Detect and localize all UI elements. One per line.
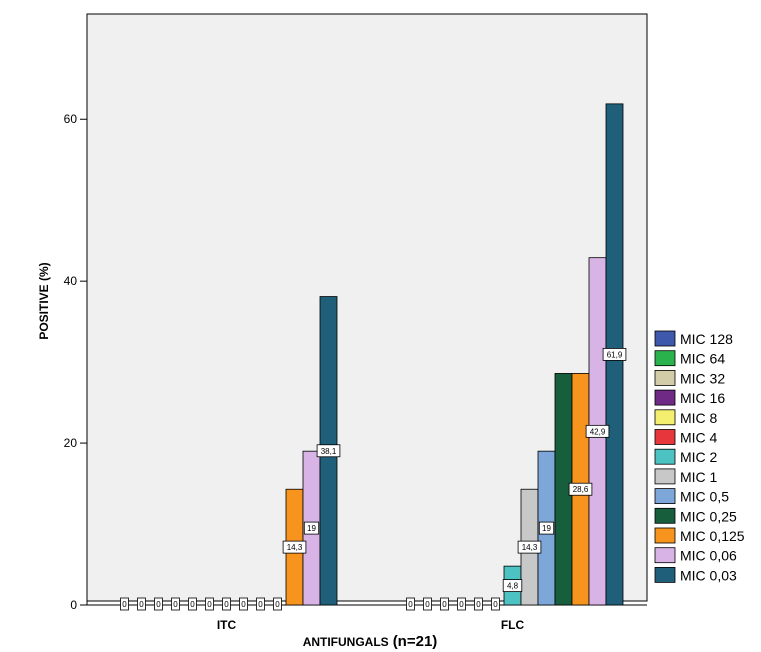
data-label: 0 xyxy=(241,600,246,609)
data-label-box xyxy=(154,597,163,611)
data-label: 14,3 xyxy=(287,543,303,552)
data-label: 0 xyxy=(139,600,144,609)
legend-label: MIC 64 xyxy=(680,351,725,367)
data-label-box xyxy=(440,597,449,611)
data-label: 19 xyxy=(542,524,551,533)
legend-swatch-mic-1 xyxy=(654,468,676,485)
legend-swatch-mic-0-06 xyxy=(654,547,676,564)
y-tick-label: 40 xyxy=(64,274,78,288)
y-axis-title: POSITIVE (%) xyxy=(37,262,51,339)
x-tick-label: ITC xyxy=(217,618,237,632)
data-label: 0 xyxy=(408,600,413,609)
data-label-box xyxy=(491,597,500,611)
legend-label: MIC 32 xyxy=(680,370,725,386)
legend-label: MIC 0,25 xyxy=(680,508,737,524)
y-tick-label: 60 xyxy=(64,112,78,126)
data-label-box xyxy=(568,482,593,496)
legend-swatch-mic-32 xyxy=(654,369,676,386)
legend-label: MIC 8 xyxy=(680,410,718,426)
data-label-box xyxy=(222,597,231,611)
data-label: 0 xyxy=(493,600,498,609)
legend-label: MIC 0,03 xyxy=(680,567,737,583)
data-label-box xyxy=(457,597,466,611)
legend-swatch-mic-8 xyxy=(654,409,676,426)
legend-swatch-mic-0-25 xyxy=(654,507,676,524)
data-label-box xyxy=(120,597,129,611)
data-labels: 0 0 0 0 0 0 0 0 0 0 14,3 19 38,1 0 0 0 0 0 0 4,8 14,3 19 28,6 4… xyxy=(120,348,627,611)
data-label: 0 xyxy=(207,600,212,609)
data-label: 19 xyxy=(307,524,316,533)
data-label-box xyxy=(474,597,483,611)
legend-swatch-mic-16 xyxy=(654,389,676,406)
legend: MIC 128 MIC 64 MIC 32 MIC 16 MIC 8 MIC 4 MIC 2… xyxy=(654,330,745,583)
legend-label: MIC 4 xyxy=(680,430,718,446)
x-axis-title-suffix: (n=21) xyxy=(393,633,438,650)
data-label-box xyxy=(188,597,197,611)
x-tick-label: FLC xyxy=(501,618,525,632)
data-label-box xyxy=(423,597,432,611)
data-label-box xyxy=(538,521,555,535)
data-label: 0 xyxy=(224,600,229,609)
data-label-box xyxy=(406,597,415,611)
data-label: 61,9 xyxy=(607,350,623,359)
y-tick-label: 0 xyxy=(70,598,77,612)
data-label-box xyxy=(316,444,341,458)
data-label-box xyxy=(303,521,320,535)
legend-swatch-mic-128 xyxy=(654,330,676,347)
x-axis-title-main: ANTIFUNGALS xyxy=(303,635,389,649)
data-label: 38,1 xyxy=(321,447,337,456)
data-label: 0 xyxy=(173,600,178,609)
data-label: 0 xyxy=(425,600,430,609)
data-label-box xyxy=(517,540,542,554)
data-label: 0 xyxy=(442,600,447,609)
legend-label: MIC 0,5 xyxy=(680,489,729,505)
data-label: 14,3 xyxy=(522,543,538,552)
x-axis-title: ANTIFUNGALS (n=21) xyxy=(303,633,438,650)
legend-swatch-mic-4 xyxy=(654,429,676,445)
y-ticks: 0 20 40 60 xyxy=(64,112,87,612)
legend-swatch-mic-2 xyxy=(654,448,676,465)
legend-label: MIC 128 xyxy=(680,331,733,347)
data-label-box xyxy=(502,579,523,592)
legend-label: MIC 0,125 xyxy=(680,528,745,544)
legend-swatch-mic-64 xyxy=(654,350,676,367)
legend-swatch-mic-0-125 xyxy=(654,527,676,544)
data-label: 0 xyxy=(190,600,195,609)
data-label-box xyxy=(273,597,282,611)
data-label: 4,8 xyxy=(507,582,519,591)
data-label-box xyxy=(205,597,214,611)
legend-swatch-mic-0-03 xyxy=(654,567,676,583)
data-label: 0 xyxy=(122,600,127,609)
data-label: 28,6 xyxy=(573,485,589,494)
x-ticks: ITC FLC xyxy=(217,618,525,632)
legend-label: MIC 16 xyxy=(680,390,725,406)
data-label-box xyxy=(282,540,307,554)
legend-label: MIC 0,06 xyxy=(680,548,737,564)
legend-label: MIC 1 xyxy=(680,469,718,485)
legend-label: MIC 2 xyxy=(680,449,718,465)
data-label-box xyxy=(137,597,146,611)
data-label-box xyxy=(602,348,627,361)
data-label-box xyxy=(256,597,265,611)
data-label-box xyxy=(171,597,180,611)
data-label: 42,9 xyxy=(590,427,606,436)
data-label: 0 xyxy=(476,600,481,609)
data-label-box xyxy=(239,597,248,611)
data-label: 0 xyxy=(156,600,161,609)
legend-swatch-mic-0-5 xyxy=(654,488,676,505)
data-label: 0 xyxy=(275,600,280,609)
y-tick-label: 20 xyxy=(64,436,78,450)
data-label: 0 xyxy=(459,600,464,609)
data-label-box xyxy=(585,424,610,438)
data-label: 0 xyxy=(258,600,263,609)
